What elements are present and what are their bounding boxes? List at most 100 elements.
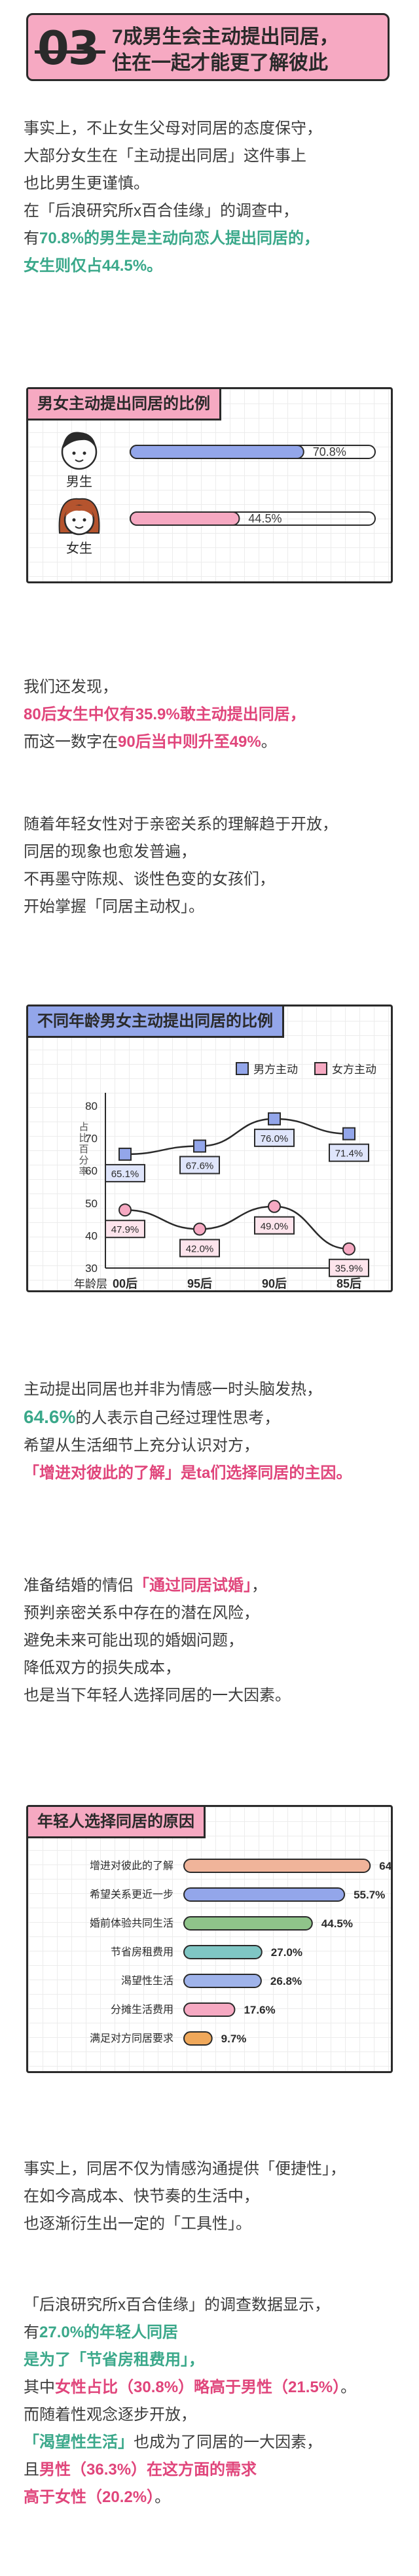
text-line: 也比男生更谨慎。 bbox=[24, 175, 149, 192]
highlight-80s-female: 80后女生中仅有35.9%敢主动提出同居， bbox=[24, 706, 306, 723]
section-number-underline bbox=[35, 50, 105, 54]
text-span: 而这一数字在 bbox=[24, 733, 118, 751]
y-tick-label: 30 bbox=[85, 1262, 98, 1275]
text-line: 预判亲密关系中存在的潜在风险， bbox=[24, 1604, 259, 1622]
data-label-box bbox=[254, 1216, 295, 1235]
x-tick-label: 85后 bbox=[337, 1277, 361, 1290]
data-label-box bbox=[329, 1258, 369, 1277]
value-label: 17.6% bbox=[244, 2004, 275, 2016]
category-label: 婚前体验共同生活 bbox=[90, 1917, 173, 1929]
category-label: 女生 bbox=[66, 541, 92, 556]
section-title-line1: 7成男生会主动提出同居， bbox=[112, 26, 339, 48]
text-line: 80后女生中仅有35.9%敢主动提出同居， bbox=[24, 701, 403, 729]
legend: 男方主动 女方主动 bbox=[236, 1062, 376, 1076]
highlight-sex-life: 「渴望性生活」 bbox=[24, 2433, 134, 2451]
legend-swatch bbox=[314, 1062, 327, 1075]
text-line: 而这一数字在90后当中则升至49%。 bbox=[24, 729, 403, 756]
x-tick-label: 00后 bbox=[113, 1277, 137, 1290]
bar bbox=[130, 445, 304, 459]
text-line: 有70.8%的男生是主动向恋人提出同居的， bbox=[24, 225, 403, 252]
series-female: 47.9% 42.0% 49.0% 35.9% bbox=[105, 1199, 369, 1277]
male-row: 男生 70.8% bbox=[61, 432, 376, 489]
age-finding-paragraph: 我们还发现， 80后女生中仅有35.9%敢主动提出同居， 而这一数字在90后当中… bbox=[24, 674, 403, 756]
y-axis-label: 占比百分率 bbox=[78, 1122, 89, 1177]
trend-paragraph: 随着年轻女性对于亲密关系的理解趋于开放， 同居的现象也愈发普遍， 不再墨守陈规、… bbox=[24, 811, 403, 921]
avatar-eye bbox=[72, 518, 76, 522]
reason-row: 希望关系更近一步 55.7% bbox=[90, 1887, 385, 1902]
text-line: 是为了「节省房租费用」， bbox=[24, 2346, 403, 2374]
highlight-main-reason: 「增进对彼此的了解」是ta们选择同居的主因。 bbox=[24, 1464, 352, 1482]
value-label: 26.8% bbox=[270, 1975, 302, 1987]
text-line: 随着年轻女性对于亲密关系的理解趋于开放， bbox=[24, 816, 338, 833]
series-line bbox=[124, 1118, 350, 1156]
data-point bbox=[193, 1139, 206, 1153]
data-label: 49.0% bbox=[261, 1221, 289, 1232]
text-span: 的人表示自己经过理性思考， bbox=[75, 1409, 280, 1427]
series-line bbox=[124, 1205, 350, 1250]
y-tick-label: 50 bbox=[85, 1197, 98, 1210]
gender-ratio-card: 男女主动提出同居的比例 男生 70.8% 女生 44.5% bbox=[26, 387, 393, 583]
text-line: 事实上，同居不仅为情感沟通提供「便捷性」， bbox=[24, 2160, 346, 2178]
section-header: 03 7成男生会主动提出同居， 住在一起才能更了解彼此 bbox=[26, 13, 390, 81]
data-label: 42.0% bbox=[186, 1243, 214, 1254]
data-label: 67.6% bbox=[186, 1161, 214, 1172]
reasons-card-title: 年轻人选择同居的原因 bbox=[28, 1807, 206, 1838]
section-title: 7成男生会主动提出同居， 住在一起才能更了解彼此 bbox=[112, 24, 339, 77]
data-label-box bbox=[105, 1163, 145, 1182]
age-ratio-card-title: 不同年龄男女主动提出同居的比例 bbox=[28, 1006, 284, 1038]
data-paragraph: 「后浪研究所x百合佳缘」的调查数据显示， 有27.0%的年轻人同居 是为了「节省… bbox=[24, 2292, 403, 2511]
text-line: 我们还发现， bbox=[24, 678, 118, 696]
trial-marriage-paragraph: 准备结婚的情侣「通过同居试婚」， 预判亲密关系中存在的潜在风险， 避免未来可能出… bbox=[24, 1572, 403, 1709]
text-line: 降低双方的损失成本， bbox=[24, 1659, 181, 1677]
female-avatar-icon bbox=[58, 498, 100, 536]
highlight-female-ratio: 女生则仅占44.5%。 bbox=[24, 257, 163, 275]
data-label: 76.0% bbox=[261, 1133, 289, 1144]
text-span: 。 bbox=[261, 733, 277, 751]
intro-paragraph: 事实上，不止女生父母对同居的态度保守， 大部分女生在「主动提出同居」这件事上 也… bbox=[24, 115, 403, 280]
value-label: 44.5% bbox=[248, 512, 282, 525]
text-line: 开始掌握「同居主动权」。 bbox=[24, 898, 204, 916]
y-tick-label: 40 bbox=[85, 1229, 98, 1242]
text-line: 且男性（36.3%）在这方面的需求 bbox=[24, 2456, 403, 2484]
text-line: 同居的现象也愈发普遍， bbox=[24, 843, 196, 861]
data-point bbox=[118, 1203, 132, 1217]
category-label: 满足对方同居要求 bbox=[90, 2033, 173, 2044]
highlight-female-male-rent: 女性占比（30.8%）略高于男性（21.5%） bbox=[55, 2379, 341, 2396]
value-label: 55.7% bbox=[354, 1889, 385, 1901]
reason-row: 婚前体验共同生活 44.5% bbox=[90, 1916, 353, 1931]
section-number: 03 bbox=[37, 22, 100, 75]
data-point bbox=[268, 1112, 281, 1125]
age-ratio-card: 不同年龄男女主动提出同居的比例 男方主动 女方主动 30 40 50 60 70 80 占比百分… bbox=[26, 1005, 393, 1292]
y-tick-label: 60 bbox=[85, 1165, 98, 1177]
x-tick-label: 90后 bbox=[262, 1277, 287, 1290]
reason-paragraph: 主动提出同居也并非为情感一时头脑发热， 64.6%的人表示自己经过理性思考， 希… bbox=[24, 1376, 403, 1487]
text-span: 准备结婚的情侣 bbox=[24, 1577, 134, 1594]
highlight-90s-female: 90后当中则升至49% bbox=[118, 733, 261, 751]
text-line: 也是当下年轻人选择同居的一大因素。 bbox=[24, 1687, 291, 1704]
category-label: 增进对彼此的了解 bbox=[90, 1860, 173, 1872]
female-row: 女生 44.5% bbox=[58, 498, 376, 556]
bar bbox=[130, 511, 240, 526]
data-label: 65.1% bbox=[111, 1169, 139, 1180]
value-label: 70.8% bbox=[313, 445, 346, 458]
legend-label: 女方主动 bbox=[332, 1063, 376, 1076]
bar bbox=[183, 2031, 213, 2046]
avatar-eye bbox=[82, 518, 86, 522]
gender-ratio-card-title: 男女主动提出同居的比例 bbox=[28, 389, 221, 421]
text-line: 「增进对彼此的了解」是ta们选择同居的主因。 bbox=[24, 1460, 403, 1487]
text-line: 有27.0%的年轻人同居 bbox=[24, 2319, 403, 2346]
bar bbox=[183, 1945, 263, 1959]
text-span: 也成为了同居的一大因素， bbox=[134, 2433, 322, 2451]
avatar-eye bbox=[82, 451, 86, 455]
avatar-mouth bbox=[75, 526, 84, 529]
category-label: 节省房租费用 bbox=[111, 1946, 173, 1958]
text-line: 不再墨守陈规、谈性色变的女孩们， bbox=[24, 870, 275, 888]
category-label: 分摊生活费用 bbox=[111, 2004, 173, 2016]
section-title-line2: 住在一起才能更了解彼此 bbox=[112, 52, 328, 74]
data-point bbox=[193, 1222, 206, 1236]
x-axis-label: 年龄层 bbox=[74, 1278, 107, 1290]
category-label: 男生 bbox=[66, 474, 92, 489]
text-span: 。 bbox=[340, 2379, 357, 2396]
data-label-box bbox=[254, 1128, 295, 1147]
